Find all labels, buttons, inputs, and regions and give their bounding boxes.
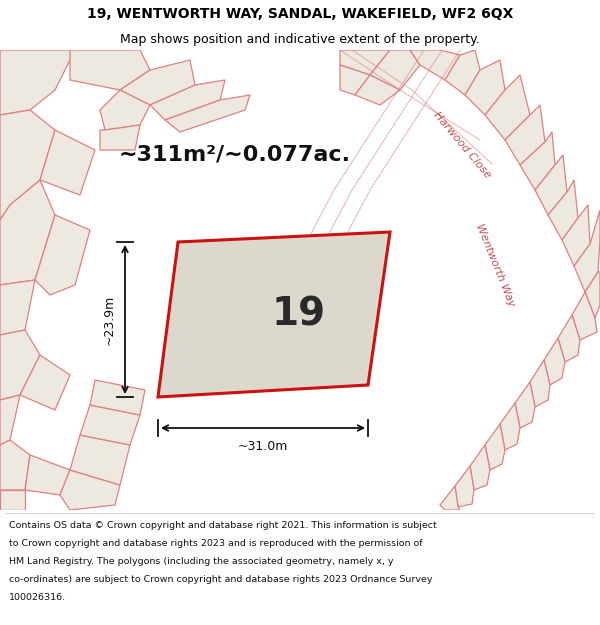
Polygon shape bbox=[574, 210, 600, 292]
Polygon shape bbox=[0, 180, 55, 285]
Text: Contains OS data © Crown copyright and database right 2021. This information is : Contains OS data © Crown copyright and d… bbox=[9, 521, 437, 531]
Polygon shape bbox=[445, 50, 480, 95]
Text: co-ordinates) are subject to Crown copyright and database rights 2023 Ordnance S: co-ordinates) are subject to Crown copyr… bbox=[9, 575, 433, 584]
Polygon shape bbox=[0, 280, 35, 335]
Polygon shape bbox=[0, 110, 55, 220]
Text: HM Land Registry. The polygons (including the associated geometry, namely x, y: HM Land Registry. The polygons (includin… bbox=[9, 557, 394, 566]
Polygon shape bbox=[340, 50, 390, 75]
Text: 100026316.: 100026316. bbox=[9, 592, 66, 602]
Text: ~23.9m: ~23.9m bbox=[103, 294, 115, 344]
Polygon shape bbox=[485, 75, 530, 140]
Polygon shape bbox=[520, 132, 555, 190]
Polygon shape bbox=[535, 155, 567, 215]
Polygon shape bbox=[40, 130, 95, 195]
Polygon shape bbox=[515, 382, 535, 428]
Polygon shape bbox=[440, 486, 460, 510]
Polygon shape bbox=[455, 466, 474, 507]
Polygon shape bbox=[90, 380, 145, 415]
Polygon shape bbox=[25, 455, 70, 495]
Polygon shape bbox=[0, 395, 20, 445]
Polygon shape bbox=[370, 50, 420, 90]
Text: ~31.0m: ~31.0m bbox=[238, 439, 288, 452]
Polygon shape bbox=[585, 272, 600, 318]
Polygon shape bbox=[544, 338, 565, 385]
Polygon shape bbox=[100, 90, 150, 130]
Text: Harwood Close: Harwood Close bbox=[431, 110, 493, 180]
Polygon shape bbox=[548, 180, 578, 240]
Polygon shape bbox=[60, 470, 120, 510]
Polygon shape bbox=[500, 403, 520, 450]
Polygon shape bbox=[165, 95, 250, 132]
Polygon shape bbox=[35, 215, 90, 295]
Polygon shape bbox=[465, 60, 505, 115]
Polygon shape bbox=[410, 50, 460, 80]
Polygon shape bbox=[70, 50, 150, 90]
Polygon shape bbox=[158, 232, 390, 397]
Polygon shape bbox=[505, 105, 545, 165]
Polygon shape bbox=[572, 292, 597, 340]
Polygon shape bbox=[0, 440, 30, 490]
Polygon shape bbox=[70, 435, 130, 485]
Polygon shape bbox=[355, 75, 400, 105]
Polygon shape bbox=[150, 80, 225, 120]
Text: Wentworth Way: Wentworth Way bbox=[474, 222, 516, 308]
Polygon shape bbox=[562, 205, 590, 266]
Polygon shape bbox=[0, 490, 25, 510]
Text: 19: 19 bbox=[271, 295, 326, 333]
Polygon shape bbox=[0, 50, 75, 115]
Polygon shape bbox=[0, 330, 40, 400]
Polygon shape bbox=[340, 65, 370, 95]
Text: ~311m²/~0.077ac.: ~311m²/~0.077ac. bbox=[119, 145, 351, 165]
Polygon shape bbox=[80, 405, 140, 445]
Text: to Crown copyright and database rights 2023 and is reproduced with the permissio: to Crown copyright and database rights 2… bbox=[9, 539, 422, 548]
Polygon shape bbox=[470, 445, 490, 490]
Polygon shape bbox=[120, 60, 195, 105]
Polygon shape bbox=[485, 424, 505, 470]
Text: Map shows position and indicative extent of the property.: Map shows position and indicative extent… bbox=[120, 32, 480, 46]
Text: 19, WENTWORTH WAY, SANDAL, WAKEFIELD, WF2 6QX: 19, WENTWORTH WAY, SANDAL, WAKEFIELD, WF… bbox=[87, 7, 513, 21]
Polygon shape bbox=[20, 355, 70, 410]
Polygon shape bbox=[558, 315, 580, 362]
Polygon shape bbox=[100, 125, 140, 150]
Polygon shape bbox=[530, 360, 550, 407]
